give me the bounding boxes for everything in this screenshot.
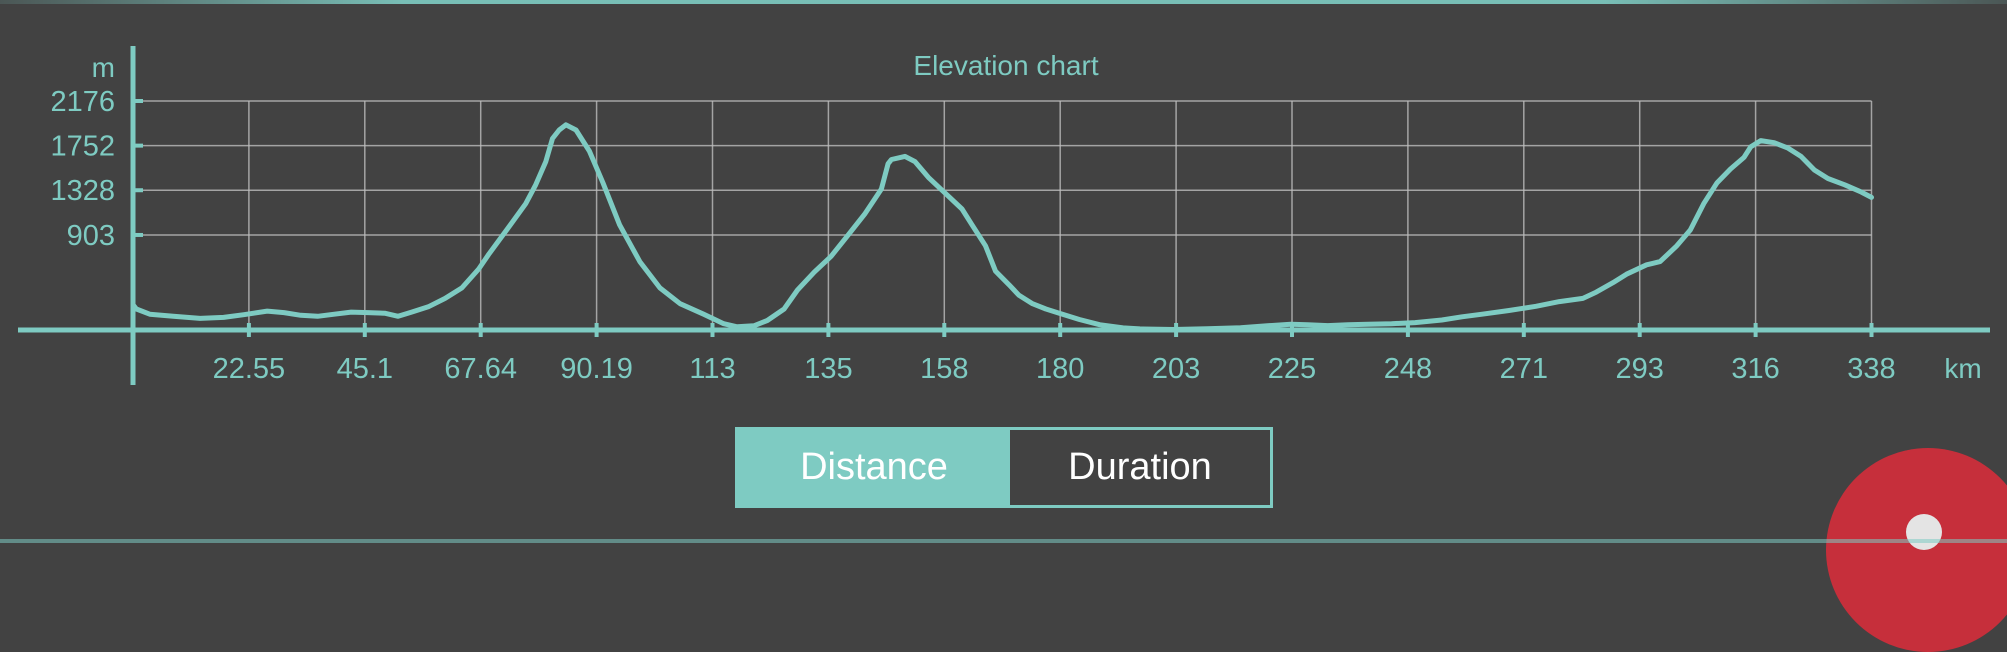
x-tick-label: 225 [1268,353,1316,385]
elevation-chart: 22.55 45.1 67.64 90.19 113 135 158 180 203 225 248… [18,46,1990,385]
y-tick-label: 2176 [50,86,115,118]
y-axis-unit-label: m [92,52,115,83]
elevation-series [130,122,1874,332]
x-tick-label: 248 [1384,353,1432,385]
x-tick-label: 180 [1036,353,1084,385]
x-tick-label: 338 [1847,353,1895,385]
x-tick-label: 203 [1152,353,1200,385]
x-tick-label: 45.1 [337,353,393,385]
distance-tab[interactable]: Distance [738,430,1010,505]
y-tick-label: 1328 [50,175,115,207]
x-axis-unit-label: km [1944,353,1981,384]
x-tick-label: 135 [804,353,852,385]
x-tick-label: 22.55 [213,353,286,385]
record-button[interactable] [1826,448,2007,652]
top-divider [0,0,2007,4]
y-tick-label: 1752 [50,131,115,163]
x-tick-label: 90.19 [560,353,633,385]
duration-tab[interactable]: Duration [1010,430,1270,505]
x-tick-label: 158 [920,353,968,385]
chart-grid [133,100,1873,330]
x-tick-label: 67.64 [444,353,517,385]
x-tick-label: 293 [1616,353,1664,385]
bottom-divider [0,539,2007,543]
chart-axes [18,46,1990,385]
chart-ticks: 22.55 45.1 67.64 90.19 113 135 158 180 203 225 248… [50,86,1895,385]
y-tick-label: 903 [67,220,115,252]
chart-title: Elevation chart [913,50,1098,81]
x-tick-label: 271 [1500,353,1548,385]
chart-mode-toggle: Distance Duration [735,427,1273,508]
record-dot-icon [1906,514,1942,550]
x-tick-label: 316 [1731,353,1779,385]
x-tick-label: 113 [689,353,735,385]
elevation-line [130,122,1874,332]
